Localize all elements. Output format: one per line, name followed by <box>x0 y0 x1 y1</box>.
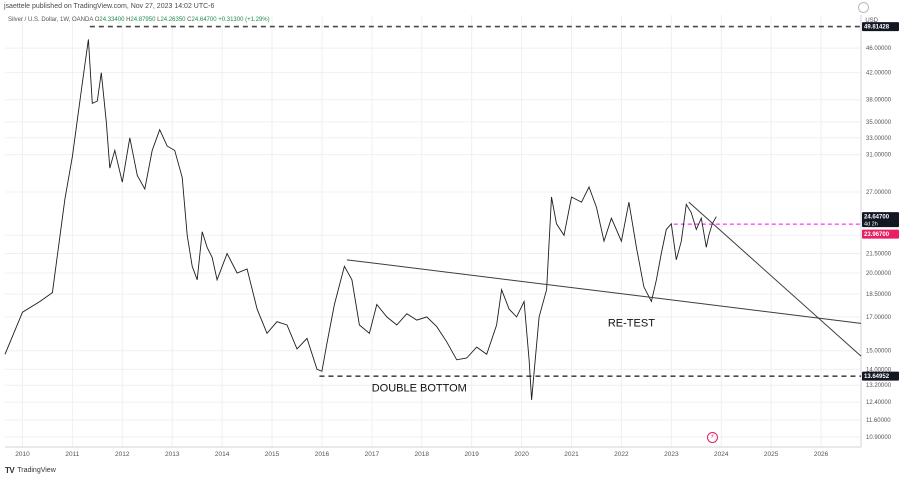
y-tick-label: 12.40000 <box>866 400 892 406</box>
x-tick-label: 2015 <box>265 451 280 458</box>
y-tick-label: 42.00000 <box>866 71 892 77</box>
symbol-title: Silver / U.S. Dollar, 1W, OANDA <box>8 17 94 23</box>
y-tick-label: 21.50000 <box>866 251 892 257</box>
x-tick-label: 2022 <box>614 451 629 458</box>
x-tick-label: 2010 <box>15 451 30 458</box>
x-tick-label: 2019 <box>464 451 479 458</box>
y-tick-label: 10.90000 <box>866 435 892 441</box>
x-tick-label: 2013 <box>165 451 180 458</box>
grid <box>5 15 861 447</box>
low-label: L <box>157 17 161 23</box>
flash-icon[interactable]: ⚡ <box>707 432 718 443</box>
annotation-label: DOUBLE BOTTOM <box>372 382 467 394</box>
current-price-label-countdown: 4d 2h <box>864 222 878 228</box>
low-value: 24.26350 <box>160 17 186 23</box>
tradingview-brand[interactable]: TV TradingView <box>5 466 56 475</box>
current-price-label: 24.64700 <box>864 215 890 221</box>
y-tick-label: 11.60000 <box>866 418 891 424</box>
pink-level-label-bg <box>862 229 899 239</box>
plot-background <box>5 15 861 447</box>
settings-icon[interactable] <box>858 2 869 13</box>
x-tick-label: 2025 <box>764 451 779 458</box>
high-level-label-bg <box>862 22 899 32</box>
trendline <box>346 259 862 324</box>
x-tick-label: 2024 <box>714 451 729 458</box>
high-value: 24.87950 <box>130 17 156 23</box>
pink-level-label: 23.96700 <box>864 232 890 238</box>
x-tick-label: 2026 <box>814 451 829 458</box>
x-tick-label: 2012 <box>115 451 130 458</box>
y-tick-label: 46.00000 <box>866 46 892 52</box>
y-tick-label: 17.00000 <box>866 315 892 321</box>
x-tick-label: 2011 <box>65 451 79 458</box>
high-level-label: 49.81428 <box>864 25 890 31</box>
time-axis[interactable]: 2010 2011 2012 2013 2014 2015 2016 2017 2018 2019… <box>15 451 828 458</box>
x-tick-label: 2016 <box>315 451 330 458</box>
y-tick-label: 27.00000 <box>866 190 892 196</box>
price-axis[interactable]: 46.00000 42.00000 38.00000 35.00000 33.00000… <box>866 46 892 441</box>
price-series-line <box>4 39 717 400</box>
brand-text: TradingView <box>17 467 56 474</box>
y-tick-label: 13.20000 <box>866 383 892 389</box>
change-value: +0.31300 (+1.29%) <box>218 17 270 23</box>
y-tick-label: 33.00000 <box>866 136 892 142</box>
open-label: O <box>94 17 100 23</box>
low-level-label-bg <box>862 371 899 381</box>
y-tick-label: 38.00000 <box>866 98 892 104</box>
trendlines <box>346 201 862 357</box>
x-tick-label: 2017 <box>365 451 380 458</box>
current-price-label-bg <box>862 212 899 228</box>
y-tick-label: 15.00000 <box>866 349 892 355</box>
y-tick-label: 35.00000 <box>866 120 892 126</box>
y-tick-label: 31.00000 <box>866 153 892 159</box>
open-value: 24.33400 <box>99 17 125 23</box>
tradingview-logo-icon: TV <box>5 466 15 475</box>
y-tick-label: 14.00000 <box>866 367 892 373</box>
high-label: H <box>126 17 131 23</box>
horizontal-levels <box>89 25 861 377</box>
x-tick-label: 2018 <box>415 451 430 458</box>
x-tick-label: 2014 <box>215 451 230 458</box>
trendline <box>688 201 862 357</box>
y-tick-label: 18.50000 <box>866 292 892 298</box>
close-value: 24.64700 <box>191 17 217 23</box>
currency-label: USD <box>865 18 878 24</box>
symbol-legend: Silver / U.S. Dollar, 1W, OANDA O24.3340… <box>8 17 270 23</box>
close-label: C <box>187 17 192 23</box>
publisher-text: jsaettele published on TradingView.com, … <box>4 3 215 10</box>
annotation-label: RE-TEST <box>608 318 655 330</box>
x-tick-label: 2023 <box>664 451 679 458</box>
y-tick-label: 20.00000 <box>866 271 892 277</box>
x-tick-label: 2020 <box>514 451 529 458</box>
annotations: DOUBLE BOTTOM RE-TEST <box>372 318 656 395</box>
low-level-label: 13.64952 <box>864 374 890 380</box>
x-tick-label: 2021 <box>564 451 579 458</box>
